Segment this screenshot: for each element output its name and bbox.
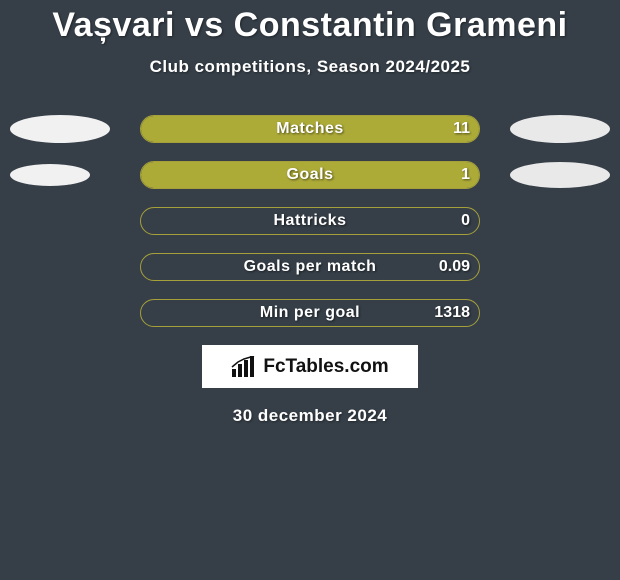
stat-row: Matches11 [0, 115, 620, 143]
stat-row: Goals per match0.09 [0, 253, 620, 281]
stat-row: Min per goal1318 [0, 299, 620, 327]
brand-logo[interactable]: FcTables.com [202, 345, 418, 388]
player-right-marker [510, 115, 610, 143]
comparison-chart: Matches11 Goals1 Hattricks0 Goals per match… [0, 115, 620, 327]
player-left-marker [10, 164, 90, 186]
stat-row: Goals1 [0, 161, 620, 189]
brand-logo-text: FcTables.com [263, 356, 388, 378]
stat-bar-track [140, 253, 480, 281]
player-right-marker [510, 162, 610, 188]
stat-bar-track [140, 115, 480, 143]
page-subtitle: Club competitions, Season 2024/2025 [0, 57, 620, 77]
stat-bar-track [140, 207, 480, 235]
stat-bar-fill [141, 116, 479, 142]
player-left-marker [10, 115, 110, 143]
stat-row: Hattricks0 [0, 207, 620, 235]
stat-bar-track [140, 161, 480, 189]
stat-bar-fill [141, 162, 479, 188]
bar-chart-icon [231, 356, 257, 378]
page-title: Vașvari vs Constantin Grameni [0, 0, 620, 45]
stat-bar-track [140, 299, 480, 327]
footer-date: 30 december 2024 [0, 406, 620, 426]
